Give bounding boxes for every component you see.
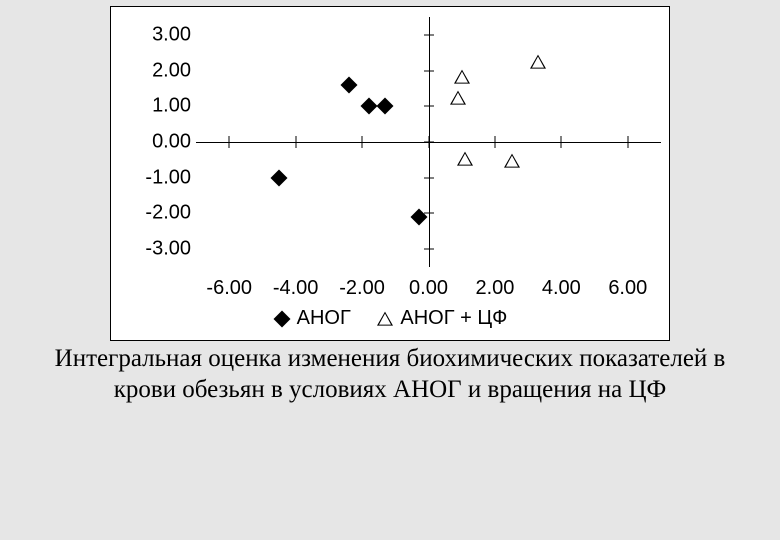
chart-container: 3.00 2.00 1.00 0.00 -1.00 -2.00 -3.00 -6.00 -4.0… — [110, 6, 670, 341]
x-tick-mark — [561, 136, 562, 148]
legend-item-anog-cf: АНОГ + ЦФ — [376, 307, 507, 330]
y-tick-mark — [424, 70, 434, 71]
point-diamond — [340, 76, 357, 93]
point-diamond — [360, 98, 377, 115]
x-tick-mark — [494, 136, 495, 148]
legend: АНОГ АНОГ + ЦФ — [121, 307, 659, 334]
y-tick-mark — [424, 34, 434, 35]
x-tick-label: 6.00 — [608, 277, 647, 300]
scatter-plot: 3.002.001.000.00-1.00-2.00-3.00-6.00-4.0… — [121, 17, 661, 267]
chart-caption: Интегральная оценка изменения биохимичес… — [30, 343, 750, 406]
y-tick-label: -2.00 — [121, 202, 191, 225]
y-tick-label: -1.00 — [121, 166, 191, 189]
y-tick-mark — [424, 249, 434, 250]
y-tick-label: 3.00 — [121, 23, 191, 46]
x-tick-mark — [627, 136, 628, 148]
x-tick-label: 4.00 — [542, 277, 581, 300]
diamond-icon — [273, 310, 291, 328]
legend-label: АНОГ — [297, 307, 351, 330]
point-diamond — [271, 169, 288, 186]
x-tick-mark — [295, 136, 296, 148]
x-tick-label: -4.00 — [273, 277, 319, 300]
legend-item-anog: АНОГ — [273, 307, 351, 330]
point-diamond — [377, 98, 394, 115]
x-tick-mark — [428, 136, 429, 148]
y-tick-label: 2.00 — [121, 59, 191, 82]
point-triangle — [450, 91, 466, 105]
x-tick-label: 0.00 — [409, 277, 448, 300]
y-tick-label: 1.00 — [121, 95, 191, 118]
x-tick-label: 2.00 — [475, 277, 514, 300]
point-diamond — [410, 209, 427, 226]
point-triangle — [454, 69, 470, 83]
x-tick-label: -2.00 — [339, 277, 385, 300]
y-tick-mark — [424, 177, 434, 178]
x-tick-label: -6.00 — [206, 277, 252, 300]
x-tick-mark — [362, 136, 363, 148]
y-tick-label: 0.00 — [121, 131, 191, 154]
x-tick-mark — [229, 136, 230, 148]
legend-label: АНОГ + ЦФ — [400, 307, 507, 330]
y-tick-label: -3.00 — [121, 238, 191, 261]
point-triangle — [457, 151, 473, 165]
triangle-icon — [376, 310, 394, 328]
point-triangle — [504, 153, 520, 167]
point-triangle — [530, 55, 546, 69]
y-tick-mark — [424, 106, 434, 107]
